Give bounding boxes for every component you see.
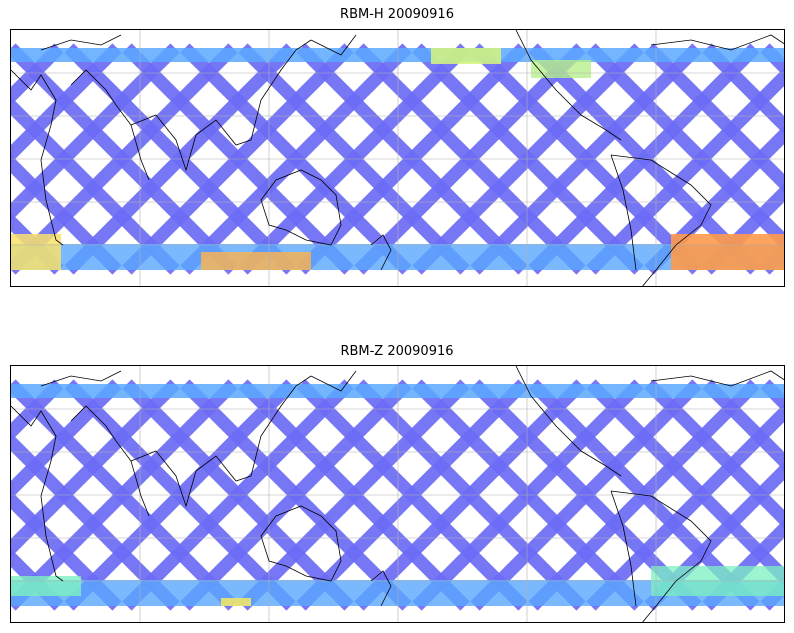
coastline xyxy=(260,505,342,582)
coastline xyxy=(370,234,392,271)
coastlines xyxy=(11,30,784,286)
coastline xyxy=(11,69,64,246)
coastline xyxy=(260,169,342,246)
coastline xyxy=(610,490,637,607)
coastline xyxy=(515,366,622,477)
coastline xyxy=(40,34,122,51)
mid-value-patch xyxy=(221,598,251,606)
panel-title-rbm-z: RBM-Z 20090916 xyxy=(340,344,454,359)
coastline xyxy=(310,370,357,392)
swath-north-band xyxy=(11,48,784,62)
swath-descending xyxy=(11,379,122,500)
coastline xyxy=(515,30,622,141)
high-value-patch xyxy=(531,60,591,78)
coastline xyxy=(250,39,312,141)
gridlines xyxy=(11,366,784,622)
swath-ascending xyxy=(702,43,784,135)
gridlines xyxy=(11,30,784,286)
coastline xyxy=(250,375,312,477)
swath-descending xyxy=(11,43,122,164)
coastline xyxy=(610,154,637,271)
high-value-patch xyxy=(201,252,311,270)
swath-descending xyxy=(11,379,64,442)
coastline xyxy=(70,69,150,181)
swath-ascending xyxy=(11,154,122,275)
swath-descending xyxy=(702,183,784,275)
mid-value-patch xyxy=(11,576,81,596)
map-canvas-rbm-z xyxy=(11,366,784,622)
swath-descending xyxy=(11,43,64,106)
swath-ascending xyxy=(11,212,64,275)
coastline xyxy=(310,34,357,56)
coastline xyxy=(130,114,252,172)
map-panel-rbm-h xyxy=(10,29,785,287)
coastline xyxy=(130,450,252,508)
swath-ascending xyxy=(11,490,122,611)
coastline xyxy=(70,405,150,517)
coastline xyxy=(11,405,64,582)
coastlines xyxy=(11,366,784,622)
coastline xyxy=(650,34,784,51)
map-canvas-rbm-h xyxy=(11,30,784,286)
high-value-patch xyxy=(11,234,61,270)
coastline xyxy=(370,570,392,607)
swath-ascending xyxy=(11,548,64,611)
map-panel-rbm-z xyxy=(10,365,785,623)
coastline xyxy=(40,370,122,387)
swath-north-band xyxy=(11,384,784,398)
coastline xyxy=(610,154,712,286)
panel-title-rbm-h: RBM-H 20090916 xyxy=(340,7,454,22)
coastline xyxy=(650,370,784,387)
high-value-patch xyxy=(671,234,784,270)
swath-ascending xyxy=(702,379,784,471)
high-value-patch xyxy=(431,48,501,64)
coastline xyxy=(610,490,712,622)
